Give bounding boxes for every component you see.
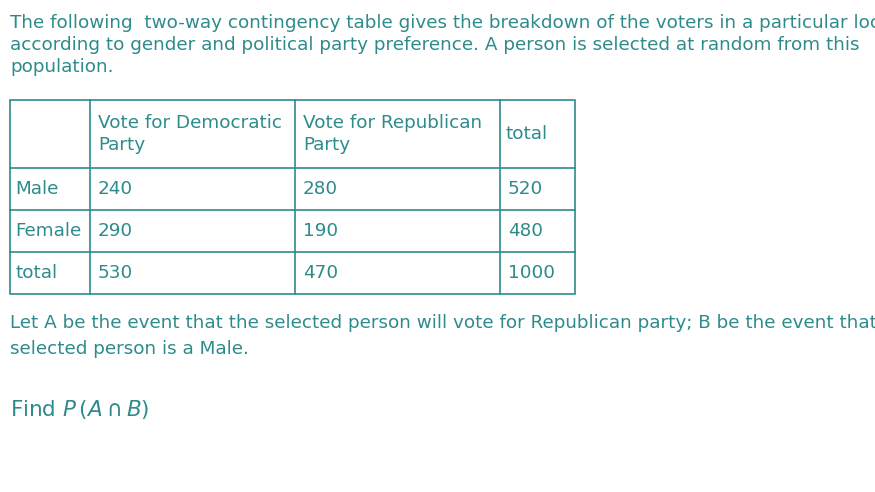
Text: 530: 530 bbox=[98, 264, 133, 282]
Text: Find $P\,(A\cap B)$: Find $P\,(A\cap B)$ bbox=[10, 398, 150, 421]
Text: The following  two-way contingency table gives the breakdown of the voters in a : The following two-way contingency table … bbox=[10, 14, 875, 32]
Text: 1000: 1000 bbox=[508, 264, 555, 282]
Bar bbox=[10, 100, 575, 294]
Text: selected person is a Male.: selected person is a Male. bbox=[10, 340, 248, 358]
Text: 470: 470 bbox=[303, 264, 338, 282]
Text: Vote for Democratic
Party: Vote for Democratic Party bbox=[98, 114, 282, 154]
Text: total: total bbox=[506, 125, 548, 143]
Text: 480: 480 bbox=[508, 222, 543, 240]
Text: 520: 520 bbox=[508, 180, 543, 198]
Text: according to gender and political party preference. A person is selected at rand: according to gender and political party … bbox=[10, 36, 859, 54]
Text: 190: 190 bbox=[303, 222, 338, 240]
Text: Female: Female bbox=[15, 222, 81, 240]
Text: total: total bbox=[15, 264, 57, 282]
Text: population.: population. bbox=[10, 58, 114, 76]
Text: Male: Male bbox=[15, 180, 59, 198]
Text: Vote for Republican
Party: Vote for Republican Party bbox=[303, 114, 482, 154]
Text: 240: 240 bbox=[98, 180, 133, 198]
Text: Let A be the event that the selected person will vote for Republican party; B be: Let A be the event that the selected per… bbox=[10, 314, 875, 332]
Text: 280: 280 bbox=[303, 180, 338, 198]
Text: 290: 290 bbox=[98, 222, 133, 240]
